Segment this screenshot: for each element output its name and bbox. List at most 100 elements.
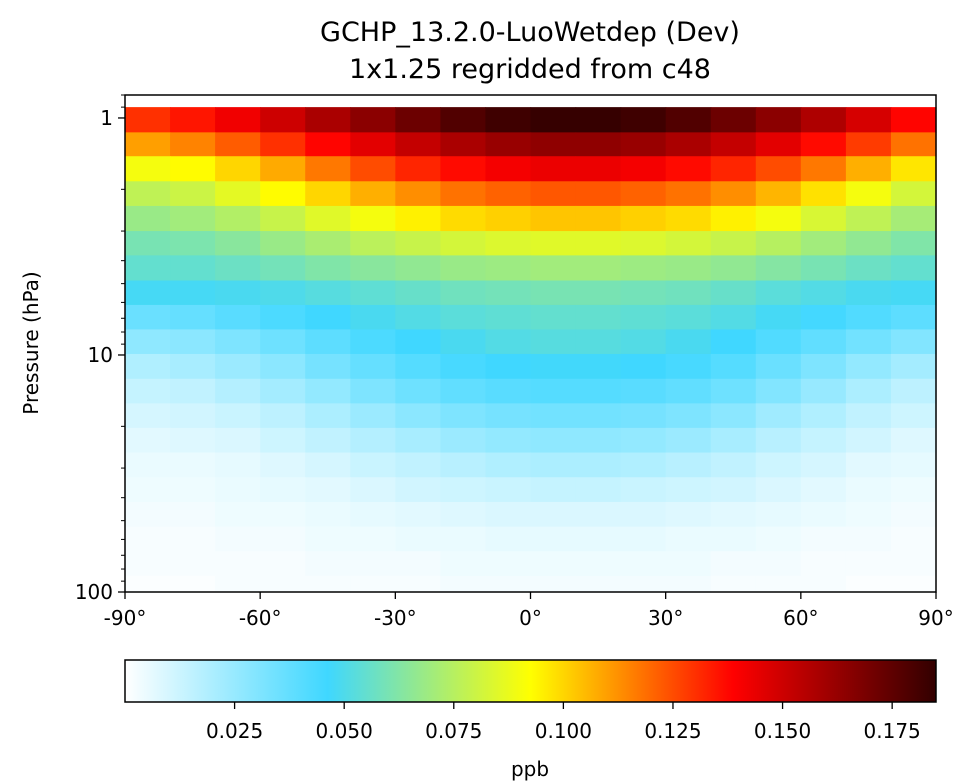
colorbar-tick-label: 0.050 [316,719,373,743]
heatmap-cell [125,107,171,133]
heatmap-cell [215,551,261,577]
x-tick-label: 0° [519,606,542,630]
heatmap-cell [890,304,937,330]
heatmap-cell [350,255,396,282]
heatmap-cell [260,452,306,478]
colorbar-tick-label: 0.125 [644,719,701,743]
heatmap-cell [395,181,441,207]
heatmap-cell [665,501,712,528]
heatmap-cell [530,280,577,306]
heatmap-cell [440,477,487,503]
heatmap-cell [395,551,441,577]
heatmap-cell [800,427,847,454]
heatmap-cell [575,575,622,593]
heatmap-cell [395,231,441,256]
heatmap-cell [665,452,712,478]
heatmap-cell [530,231,577,256]
heatmap-cell [485,107,532,133]
heatmap-cell [305,132,351,157]
heatmap-cell [305,231,351,256]
heatmap-cell [440,181,487,207]
heatmap-cell [755,255,802,282]
heatmap-cell [845,353,892,380]
x-ticks: -90° -60° -30° 0° 30° 60° 90° [104,592,954,630]
heatmap-cell [260,107,306,133]
heatmap-cell [710,107,757,133]
heatmap-cell [215,378,261,404]
heatmap-cell [755,107,802,133]
heatmap-cell [170,378,216,404]
heatmap-cell [845,107,892,133]
heatmap-cell [125,353,171,380]
heatmap-cell [710,231,757,256]
heatmap-cell [485,304,532,330]
heatmap-cell [215,280,261,306]
heatmap-cell [800,255,847,282]
heatmap-cell [350,403,396,429]
heatmap-cell [710,551,757,577]
heatmap-cell [260,353,306,380]
heatmap-cell [440,501,487,528]
heatmap-cell [755,575,802,593]
heatmap-cell [755,156,802,182]
heatmap-cell [125,575,171,593]
heatmap-cell [845,205,892,232]
y-tick-label: 1 [100,106,113,130]
colorbar-label: ppb [511,757,549,781]
heatmap-cell [440,403,487,429]
heatmap-cell [575,353,622,380]
heatmap-cell [530,156,577,182]
heatmap-cell [620,403,667,429]
heatmap-cell [845,181,892,207]
colorbar-tick-label: 0.175 [864,719,921,743]
heatmap-cell [485,575,532,593]
heatmap-cell [620,304,667,330]
heatmap-cell [125,205,171,232]
heatmap-cell [215,452,261,478]
heatmap-cell [440,280,487,306]
heatmap-cell [440,378,487,404]
heatmap-cell [845,156,892,182]
heatmap-cell [620,280,667,306]
heatmap-cell [350,280,396,306]
heatmap-cell [170,551,216,577]
heatmap-cell [620,551,667,577]
heatmap-cell [890,526,937,552]
heatmap-cell [845,280,892,306]
heatmap-cell [170,501,216,528]
heatmap-cell [350,156,396,182]
heatmap-cell [710,304,757,330]
heatmap-cell [350,551,396,577]
heatmap-cell [170,156,216,182]
heatmap-cell [215,156,261,182]
heatmap-cell [350,452,396,478]
y-tick-label: 10 [88,343,113,367]
heatmap-cell [215,329,261,355]
heatmap-cell [755,280,802,306]
heatmap-cell [530,378,577,404]
heatmap-cell [350,501,396,528]
heatmap-cell [485,526,532,552]
heatmap-cell [350,353,396,380]
heatmap-cell [665,551,712,577]
heatmap-cell [530,329,577,355]
heatmap-cell [125,526,171,552]
y-axis-label: Pressure (hPa) [19,271,43,414]
heatmap-cell [710,575,757,593]
heatmap-cell [575,107,622,133]
heatmap-cell [260,427,306,454]
heatmap-cell [305,205,351,232]
heatmap-cell [890,329,937,355]
heatmap-cell [350,107,396,133]
x-tick-label: 90° [918,606,953,630]
heatmap-cell [125,304,171,330]
heatmap-cell [440,132,487,157]
heatmap-cell [710,156,757,182]
heatmap-cell [845,501,892,528]
heatmap-cell [170,255,216,282]
heatmap-cell [125,255,171,282]
heatmap-cell [890,427,937,454]
y-minor-ticks [121,94,125,582]
heatmap-cell [665,526,712,552]
